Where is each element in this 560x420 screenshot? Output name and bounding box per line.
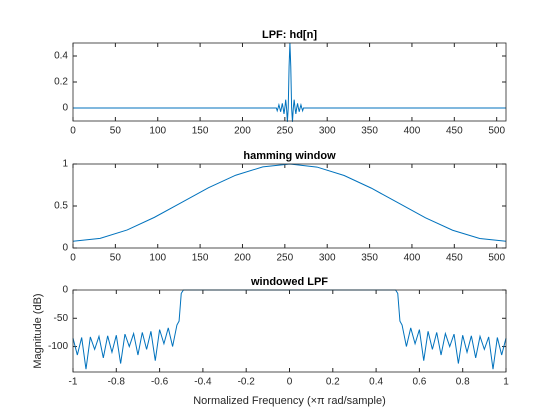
y-tick-label: 0	[62, 103, 68, 114]
x-tick-label: 200	[234, 253, 251, 264]
y-tick-label: -100	[48, 341, 68, 352]
x-tick-label: 500	[488, 253, 505, 264]
y-tick-label: 0	[62, 243, 68, 254]
plot-area	[73, 164, 506, 248]
x-tick-label: 0.8	[456, 377, 470, 388]
x-tick-label: 350	[361, 126, 378, 137]
y-tick-label: 0.4	[54, 51, 68, 62]
plot-area	[73, 290, 506, 372]
y-tick-label: 0	[62, 285, 68, 296]
x-tick-label: 100	[149, 253, 166, 264]
y-axis-label: Magnitude (dB)	[32, 293, 44, 368]
x-tick-label: 350	[361, 253, 378, 264]
x-tick-label: -1	[69, 377, 78, 388]
x-tick-label: 0.6	[412, 377, 426, 388]
chart-title: hamming window	[243, 150, 336, 162]
x-tick-label: 0	[70, 126, 76, 137]
x-axis-label: Normalized Frequency (×π rad/sample)	[193, 395, 386, 407]
chart-title: windowed LPF	[250, 276, 328, 288]
x-tick-label: 300	[319, 126, 336, 137]
x-tick-label: 50	[110, 126, 122, 137]
x-tick-label: 400	[404, 126, 421, 137]
x-tick-label: 450	[446, 126, 463, 137]
x-tick-label: 50	[110, 253, 122, 264]
x-tick-label: 300	[319, 253, 336, 264]
x-tick-label: 0.4	[369, 377, 383, 388]
x-tick-label: 0	[287, 377, 293, 388]
x-tick-label: 1	[503, 377, 509, 388]
x-tick-label: 500	[488, 126, 505, 137]
axes-box	[72, 289, 507, 373]
x-tick-label: 450	[446, 253, 463, 264]
x-tick-label: -0.6	[151, 377, 169, 388]
x-tick-label: -0.4	[194, 377, 212, 388]
y-tick-label: 0.2	[54, 77, 68, 88]
y-tick-label: -50	[54, 313, 69, 324]
x-tick-label: 150	[192, 253, 209, 264]
x-tick-label: -0.8	[108, 377, 126, 388]
x-tick-label: 250	[276, 126, 293, 137]
chart-title: LPF: hd[n]	[262, 29, 317, 41]
x-tick-label: 0	[70, 253, 76, 264]
x-tick-label: 250	[276, 253, 293, 264]
x-tick-label: 0.2	[326, 377, 340, 388]
x-tick-label: 400	[404, 253, 421, 264]
axes-box	[72, 163, 507, 249]
x-tick-label: 200	[234, 126, 251, 137]
axes-box	[72, 42, 507, 122]
y-tick-label: 0.5	[54, 201, 68, 212]
x-tick-label: -0.2	[238, 377, 256, 388]
y-tick-label: 1	[62, 159, 68, 170]
x-tick-label: 100	[149, 126, 166, 137]
x-tick-label: 150	[192, 126, 209, 137]
